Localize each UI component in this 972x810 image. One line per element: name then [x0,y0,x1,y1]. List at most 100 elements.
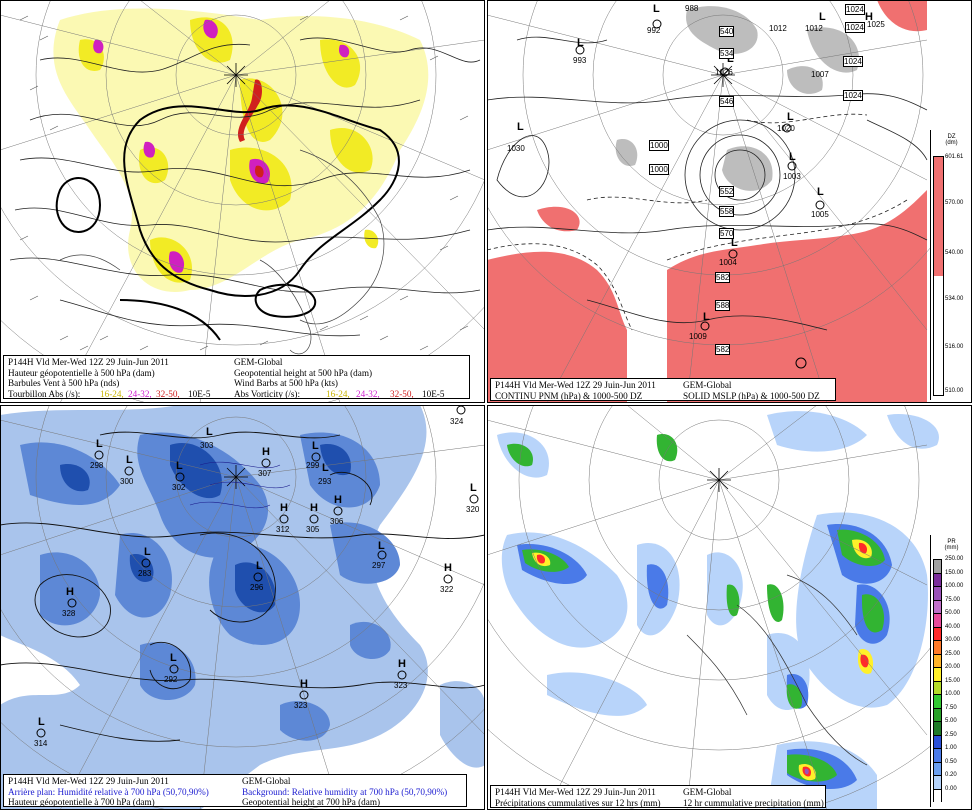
centre-l-302: L [176,460,183,472]
colorbar-title: DZ [947,134,956,140]
graticule [0,0,485,403]
pressure-centre-markers: L L L L H L L L L L L [517,3,873,369]
colorbar-thickness: DZ (dm) 601.61 570.00 540.00 534.00 516.… [930,130,972,400]
colorbar-title: PR [947,539,956,545]
legend-16-24-fr: 16-24, [100,388,124,399]
precip-swatch [933,572,942,586]
centre-h-328: H [66,586,74,598]
legend-unit-fr: 10E-5 [188,388,211,399]
wind-streaks [189,461,291,509]
mslp-label-1007: 1007 [811,70,829,79]
mslp-label-992: 992 [647,26,661,35]
caption-line2-left: Hauteur géopotentielle à 500 hPa (dam) [8,367,155,378]
centre-l-320: L [470,482,477,494]
caption-line2-left: Arrière plan: Humidité relative à 700 hP… [8,786,209,797]
mslp-center-l-1026: L [727,53,734,65]
panel-700hpa-humidity: L L L L H L L H H H L L L H H L H H L L … [0,405,485,810]
precip-tick: 0.50 [945,758,957,765]
h700-label-302: 302 [172,483,186,492]
vorticity-32-50-shading [237,79,264,178]
h700-label-320: 320 [466,505,480,514]
colorbar-tick-540: 540.00 [945,250,964,256]
graticule [487,405,972,810]
centre-h-305: H [310,502,318,514]
colorbar-tick-534: 534.00 [945,296,964,302]
h700-label-283: 283 [138,569,152,578]
centre-l-314: L [38,716,45,728]
mslp-center-l-992: L [653,3,660,15]
h700-label-322: 322 [440,585,454,594]
colorbar-swatches [933,559,942,802]
centre-l-297: L [378,540,385,552]
height-contours [9,37,481,337]
caption-line2-right: Geopotential height at 500 hPa (dam) [234,367,373,378]
map-precipitation [487,405,972,810]
thickness-label-582b: 582 [715,344,731,355]
thickness-label-546: 546 [719,96,735,107]
mslp-label-1012a: 1012 [769,24,787,33]
legend-32-50-en: 32-50, [390,388,414,399]
precip-swatch [933,653,942,667]
map-700hpa: L L L L H L L H H H L L L H H L H H L L [0,405,485,810]
map-500hpa [0,0,485,403]
caption-line1-right: GEM-Global [234,357,283,367]
colorbar-unit: (mm) [944,545,959,551]
mslp-label-1024c: 1024 [843,56,863,67]
caption-line1-right: GEM-Global [683,787,732,797]
centre-h-323a: H [398,658,406,670]
h700-label-303: 303 [200,441,214,450]
coastlines [686,574,868,766]
centre-l-303: L [206,426,213,438]
colorbar-swatch [933,156,944,396]
thickness-label-552: 552 [719,186,735,197]
caption-line4-right: Abs Vorticity (/s): [234,388,301,399]
mslp-label-1024d: 1024 [843,90,863,101]
caption-line4-left: Tourbillon Abs (/s): [8,388,81,399]
thickness-label-570: 570 [719,228,735,239]
h700-label-328: 328 [62,609,76,618]
frame-700hpa [0,405,485,810]
precip-tick: 1.00 [945,745,957,751]
thickness-contours [487,113,908,331]
centre-l-298: L [96,438,103,450]
mslp-center-l-1020: L [787,111,794,123]
mslp-center-l-993: L [577,37,584,49]
thickness-label-582a: 582 [715,272,731,283]
north-pole-marker [224,63,248,87]
precip-tick: 75.00 [945,596,961,603]
legend-24-32-fr: 24-32, [128,388,152,399]
h700-label-298: 298 [90,461,104,470]
colorbar-tick-570: 570.00 [945,200,964,206]
precip-light-shading [497,411,939,810]
h700-label-324: 324 [450,417,464,426]
mslp-label-1000a: 1000 [649,140,669,151]
precip-tick: 0.20 [945,772,957,778]
caption-mslp: P144H Vld Mer-Wed 12Z 29 Juin-Jun 2011 GE… [490,378,836,401]
legend-unit-en: 10E-5 [422,388,445,399]
mslp-label-1025: 1025 [867,20,885,29]
mslp-center-l-1004: L [731,237,738,249]
h700-label-312: 312 [276,525,290,534]
caption-line3-right: Wind Barbs at 500 hPa (kts) [234,378,338,388]
precip-tick: 40.00 [945,623,961,630]
centre-l-300: L [126,454,133,466]
centre-l-292: L [170,652,177,664]
colorbar-unit: (dm) [945,140,958,146]
h700-label-292: 292 [164,675,178,684]
panel-precipitation: PR (mm) 250.00 150.00 100.00 75.00 50.00 40.0… [487,405,972,810]
caption-700hpa: P144H Vld Mer-Wed 12Z 29 Juin-Jun 2011 GE… [3,774,467,807]
precip-swatch [933,707,942,721]
colorbar-precipitation: PR (mm) 250.00 150.00 100.00 75.00 50.00 40.0… [930,535,972,807]
precip-tick: 30.00 [945,637,961,643]
centre-h-307: H [262,446,270,458]
centre-l-296: L [256,560,263,572]
map-mslp: L L L L H L L L L L L [487,0,972,403]
h700-label-297: 297 [372,561,386,570]
precip-swatch [933,626,942,640]
panel-500hpa-vorticity: P144H Vld Mer-Wed 12Z 29 Juin-Jun 2011 GE… [0,0,485,403]
caption-line2-left: CONTINU PNM (hPa) & 1000-500 DZ [495,390,643,401]
mslp-label-1030: 1030 [507,144,525,153]
precip-tick: 15.00 [945,677,961,684]
caption-line2-right: SOLID MSLP (hPa) & 1000-500 DZ [683,390,820,401]
colorbar-tick-516: 516.00 [945,344,964,350]
